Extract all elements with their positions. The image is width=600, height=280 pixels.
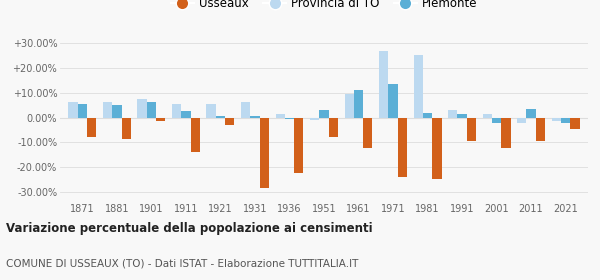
Bar — [482, 114, 492, 118]
Bar — [423, 113, 432, 118]
Bar — [432, 118, 442, 179]
Bar — [413, 55, 423, 118]
Bar — [103, 102, 112, 118]
Bar — [172, 104, 181, 118]
Bar — [457, 114, 467, 118]
Bar — [492, 118, 501, 123]
Bar — [250, 116, 260, 118]
Bar — [448, 110, 457, 118]
Bar — [181, 111, 191, 118]
Bar — [137, 99, 147, 118]
Bar — [260, 118, 269, 188]
Text: Variazione percentuale della popolazione ai censimenti: Variazione percentuale della popolazione… — [6, 222, 373, 235]
Bar — [78, 104, 87, 118]
Bar — [561, 118, 570, 123]
Bar — [68, 102, 78, 118]
Bar — [241, 102, 250, 118]
Bar — [87, 118, 97, 137]
Bar — [294, 118, 304, 173]
Bar — [112, 105, 122, 118]
Bar — [526, 109, 536, 118]
Bar — [379, 51, 388, 118]
Bar — [501, 118, 511, 148]
Bar — [216, 116, 225, 118]
Bar — [536, 118, 545, 141]
Bar — [570, 118, 580, 129]
Bar — [156, 118, 166, 121]
Bar — [319, 110, 329, 118]
Bar — [551, 118, 561, 121]
Bar — [388, 84, 398, 118]
Bar — [329, 118, 338, 137]
Bar — [363, 118, 373, 148]
Legend: Usseaux, Provincia di TO, Piemonte: Usseaux, Provincia di TO, Piemonte — [166, 0, 482, 15]
Bar — [285, 118, 294, 119]
Bar — [310, 118, 319, 120]
Bar — [191, 118, 200, 152]
Text: COMUNE DI USSEAUX (TO) - Dati ISTAT - Elaborazione TUTTITALIA.IT: COMUNE DI USSEAUX (TO) - Dati ISTAT - El… — [6, 258, 358, 268]
Bar — [122, 118, 131, 139]
Bar — [225, 118, 235, 125]
Bar — [275, 114, 285, 118]
Bar — [467, 118, 476, 141]
Bar — [398, 118, 407, 177]
Bar — [354, 90, 363, 118]
Bar — [147, 102, 156, 118]
Bar — [517, 118, 526, 123]
Bar — [344, 94, 354, 118]
Bar — [206, 104, 216, 118]
